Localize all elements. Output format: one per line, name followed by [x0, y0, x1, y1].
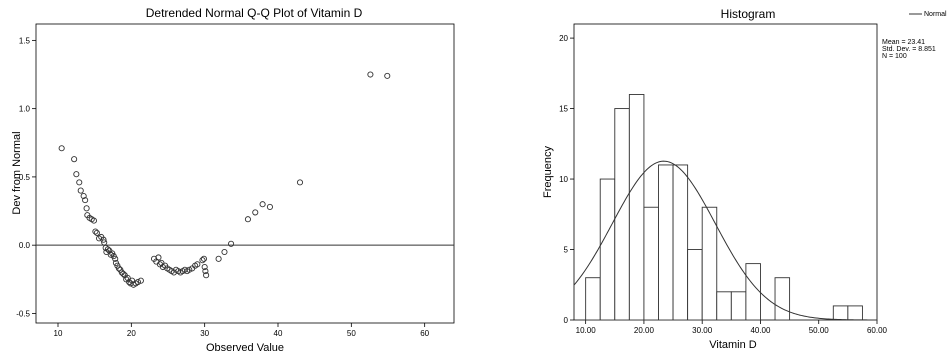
histogram-x-tick-label: 60.00: [867, 326, 888, 335]
normal-curve: [573, 160, 877, 321]
histogram-title: Histogram: [721, 7, 776, 21]
qq-point: [367, 71, 374, 78]
histogram-y-axis: 0 5 10 15 20: [559, 34, 574, 325]
qq-point: [199, 257, 206, 264]
qq-x-tick-label: 10: [54, 329, 63, 338]
stat-mean: Mean = 23.41: [882, 39, 925, 46]
qq-points: [58, 71, 391, 288]
histogram-bars: [585, 94, 863, 321]
qq-y-axis: -0.5 0.0 0.5 1.0 1.5: [16, 36, 36, 318]
qq-point: [80, 192, 87, 200]
qq-point: [104, 246, 111, 253]
histogram-bar: [672, 164, 689, 321]
qq-plot-frame: [35, 23, 455, 324]
qq-point: [92, 228, 99, 235]
qq-point: [82, 197, 89, 204]
histogram-x-tick-label: 40.00: [750, 326, 771, 335]
histogram-bar: [585, 277, 601, 321]
histogram-bar: [745, 263, 761, 321]
qq-point: [101, 239, 108, 246]
qq-point: [228, 240, 235, 247]
histogram-y-tick-label: 10: [559, 175, 568, 184]
qq-x-tick-label: 30: [200, 329, 209, 338]
histogram-y-tick-label: 15: [559, 105, 568, 114]
qq-point: [221, 248, 228, 256]
histogram-bar: [599, 178, 616, 321]
histogram-x-tick-label: 30.00: [692, 326, 713, 335]
qq-point: [83, 205, 90, 212]
histogram-bar: [716, 291, 732, 321]
qq-point: [244, 216, 251, 223]
qq-point: [266, 203, 273, 210]
qq-x-axis: 10 20 30 40 50 60: [54, 323, 430, 338]
qq-point: [93, 229, 100, 236]
qq-point: [215, 255, 222, 262]
qq-y-label: Dev from Normal: [11, 131, 23, 214]
histogram-bar: [658, 164, 674, 321]
qq-point: [107, 251, 114, 258]
qq-x-label: Observed Value: [206, 342, 284, 354]
histogram-x-tick-label: 10.00: [576, 326, 597, 335]
qq-point: [77, 187, 84, 194]
qq-point: [71, 156, 78, 163]
histogram-x-tick-label: 50.00: [809, 326, 830, 335]
qq-point: [90, 217, 97, 224]
histogram-x-tick-label: 20.00: [634, 326, 655, 335]
qq-point: [201, 263, 208, 271]
qq-chart: Detrended Normal Q-Q Plot of Vitamin D -…: [11, 6, 455, 354]
qq-point: [186, 266, 193, 273]
qq-point: [124, 274, 131, 281]
histogram-x-label: Vitamin D: [709, 339, 757, 351]
qq-point: [384, 72, 391, 79]
histogram-bar: [628, 94, 645, 321]
qq-point: [155, 254, 162, 261]
qq-point: [58, 145, 65, 152]
qq-point: [73, 171, 80, 178]
qq-point: [134, 278, 141, 286]
histogram-y-tick-label: 20: [559, 34, 568, 43]
qq-point: [76, 179, 83, 186]
qq-point: [112, 255, 119, 262]
qq-point: [202, 268, 209, 275]
stat-n: N = 100: [882, 53, 907, 60]
qq-point: [100, 236, 107, 243]
legend-label: Normal: [924, 11, 947, 18]
qq-y-tick-label: 0.0: [19, 241, 31, 250]
qq-y-tick-label: 1.0: [19, 105, 31, 114]
stat-std-dev: Std. Dev. = 8.851: [882, 46, 936, 53]
histogram-y-tick-label: 0: [564, 316, 569, 325]
qq-x-tick-label: 20: [127, 329, 136, 338]
qq-point: [259, 201, 266, 208]
qq-point: [203, 272, 210, 279]
histogram-y-tick-label: 5: [564, 246, 569, 255]
histogram-chart: Histogram 0 5 10 15 20 10.00 20.00 30.00 40.00 5…: [542, 7, 947, 351]
qq-point: [194, 261, 201, 268]
histogram-bar: [643, 206, 659, 321]
histogram-bar: [847, 305, 863, 321]
histogram-y-label: Frequency: [542, 146, 554, 198]
histogram-bar: [730, 291, 747, 321]
histogram-bar: [832, 305, 849, 321]
qq-x-tick-label: 50: [347, 329, 356, 338]
qq-point: [200, 255, 207, 262]
histogram-bar: [774, 277, 791, 321]
histogram-bar: [687, 249, 703, 321]
qq-point: [120, 270, 127, 277]
histogram-x-axis: 10.00 20.00 30.00 40.00 50.00 60.00: [576, 320, 888, 335]
histogram-bar: [701, 206, 718, 321]
qq-y-tick-label: 0.5: [19, 173, 31, 182]
qq-point: [126, 278, 133, 286]
qq-point: [252, 209, 259, 216]
qq-point: [296, 179, 304, 186]
qq-x-tick-label: 40: [274, 329, 283, 338]
qq-title: Detrended Normal Q-Q Plot of Vitamin D: [146, 6, 363, 20]
qq-y-tick-label: -0.5: [16, 309, 30, 318]
qq-point: [137, 277, 144, 284]
qq-point: [115, 265, 122, 272]
qq-x-tick-label: 60: [420, 329, 429, 338]
qq-y-tick-label: 1.5: [19, 36, 31, 45]
